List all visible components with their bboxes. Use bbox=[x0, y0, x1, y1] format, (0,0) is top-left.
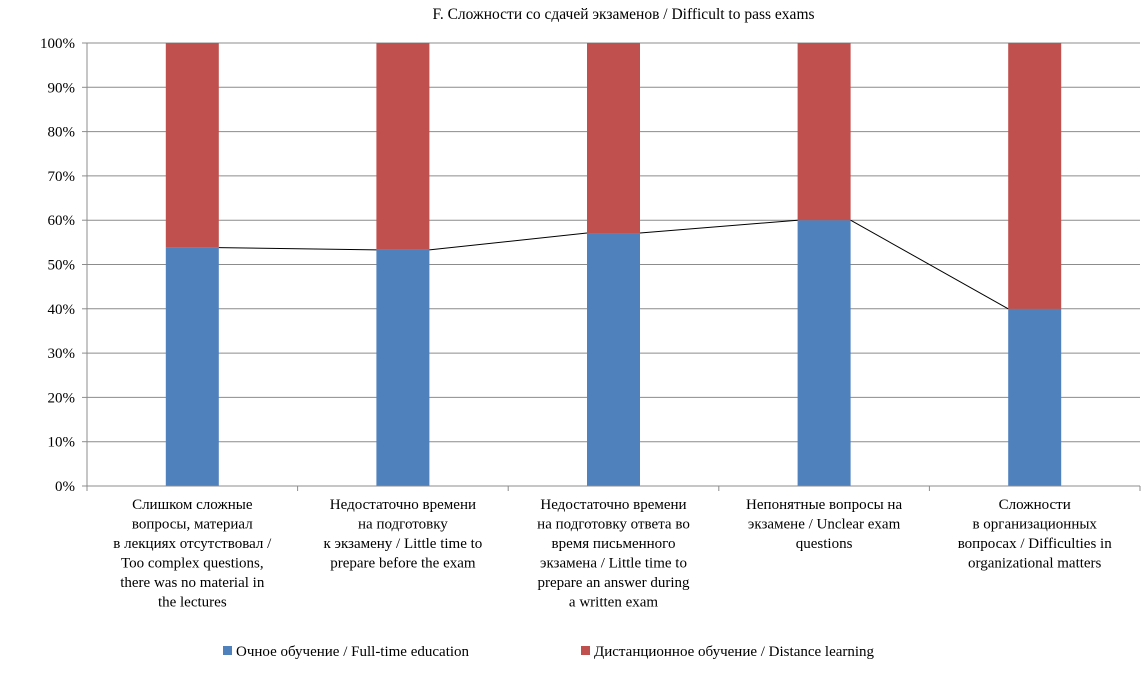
series-lines bbox=[218, 219, 1009, 310]
series-line bbox=[218, 247, 377, 251]
y-tick-label: 0% bbox=[55, 479, 75, 495]
bar-segment-series-0 bbox=[376, 249, 430, 486]
legend-label: Очное обучение / Full-time education bbox=[236, 644, 470, 660]
legend: Очное обучение / Full-time education Дист… bbox=[223, 644, 875, 660]
bar-segment-series-0 bbox=[587, 233, 640, 486]
y-tick-label: 50% bbox=[48, 258, 76, 274]
y-tick-label: 40% bbox=[48, 302, 76, 318]
series-line bbox=[639, 219, 798, 234]
legend-swatch bbox=[581, 646, 590, 655]
series-line bbox=[850, 219, 1009, 310]
legend-swatch bbox=[223, 646, 232, 655]
bar-segment-series-1 bbox=[165, 43, 219, 248]
y-axis: 0% 10% 20% 30% 40% 50% 60% 70% 80% 90% 100% bbox=[40, 36, 88, 495]
y-tick-label: 60% bbox=[48, 213, 76, 229]
bar-segment-series-1 bbox=[797, 43, 851, 221]
legend-label: Дистанционное обучение / Distance learni… bbox=[594, 644, 875, 660]
bar-segment-series-0 bbox=[1008, 308, 1062, 486]
bar-segment-series-1 bbox=[587, 43, 640, 234]
bars bbox=[165, 43, 1062, 486]
y-tick-label: 20% bbox=[48, 390, 76, 406]
chart-title: F. Сложности со сдачей экзаменов / Diffi… bbox=[432, 6, 814, 23]
x-category-label: Слишком сложные вопросы, материал в лекция… bbox=[113, 497, 272, 611]
y-tick-label: 80% bbox=[48, 125, 76, 141]
y-tick-label: 30% bbox=[48, 346, 76, 362]
bar-segment-series-1 bbox=[376, 43, 430, 250]
series-line bbox=[429, 232, 588, 251]
bar-segment-series-0 bbox=[165, 247, 219, 486]
y-tick-label: 10% bbox=[48, 435, 76, 451]
x-category-label: Непонятные вопросы на экзамене / Unclear … bbox=[746, 497, 902, 552]
x-axis: Слишком сложные вопросы, материал в лекция… bbox=[86, 485, 1141, 611]
x-category-label: Недостаточно времени на подготовку к экзам… bbox=[323, 497, 482, 572]
bar-segment-series-1 bbox=[1008, 43, 1062, 309]
y-tick-label: 100% bbox=[40, 36, 75, 52]
bar-segment-series-0 bbox=[797, 220, 851, 486]
x-category-label: Сложности в организационных вопросах / Dif… bbox=[958, 497, 1113, 572]
y-tick-label: 70% bbox=[48, 169, 76, 185]
y-tick-label: 90% bbox=[48, 80, 76, 96]
x-category-label: Недостаточно времени на подготовку ответа… bbox=[537, 497, 690, 611]
